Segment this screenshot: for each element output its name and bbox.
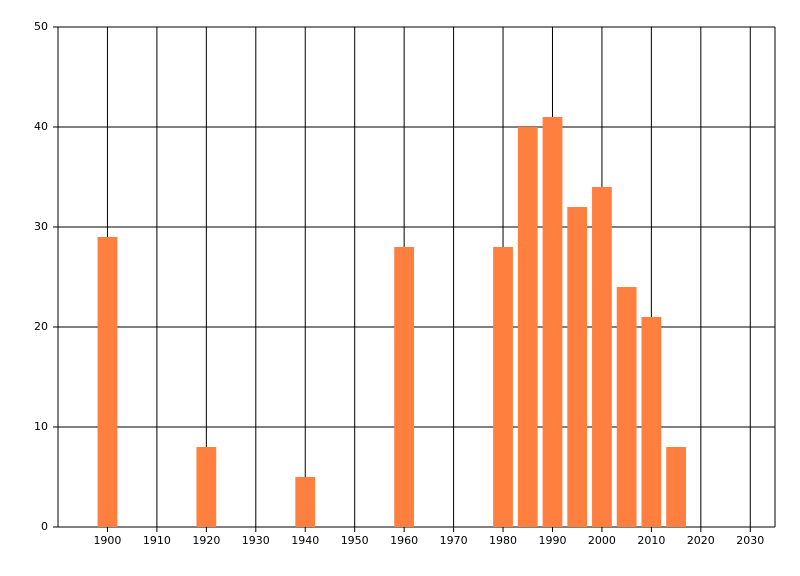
x-tick-label: 2020 — [687, 534, 715, 547]
y-tick-label: 50 — [34, 20, 48, 33]
x-tick-label: 1950 — [341, 534, 369, 547]
bar — [493, 247, 513, 527]
y-tick-label: 40 — [34, 120, 48, 133]
bar — [616, 287, 637, 527]
bar — [641, 317, 662, 527]
bar — [394, 247, 415, 527]
x-tick-label: 1980 — [489, 534, 517, 547]
x-tick-label: 1960 — [390, 534, 418, 547]
bar — [517, 127, 538, 527]
x-tick-label: 1910 — [143, 534, 171, 547]
bar — [295, 477, 316, 527]
x-tick-label: 1900 — [93, 534, 121, 547]
bar — [567, 207, 588, 527]
x-tick-label: 1930 — [242, 534, 270, 547]
x-tick-label: 1970 — [440, 534, 468, 547]
bar — [196, 447, 217, 527]
bar — [542, 117, 563, 527]
bar — [97, 237, 118, 527]
y-tick-label: 0 — [41, 520, 48, 533]
x-tick-label: 2010 — [637, 534, 665, 547]
x-tick-label: 2030 — [736, 534, 764, 547]
x-tick-label: 1990 — [538, 534, 566, 547]
x-tick-label: 2000 — [588, 534, 616, 547]
y-tick-label: 20 — [34, 320, 48, 333]
y-tick-label: 30 — [34, 220, 48, 233]
bar — [592, 187, 612, 527]
y-tick-label: 10 — [34, 420, 48, 433]
x-tick-label: 1920 — [192, 534, 220, 547]
bar — [666, 447, 686, 527]
x-tick-label: 1940 — [291, 534, 319, 547]
